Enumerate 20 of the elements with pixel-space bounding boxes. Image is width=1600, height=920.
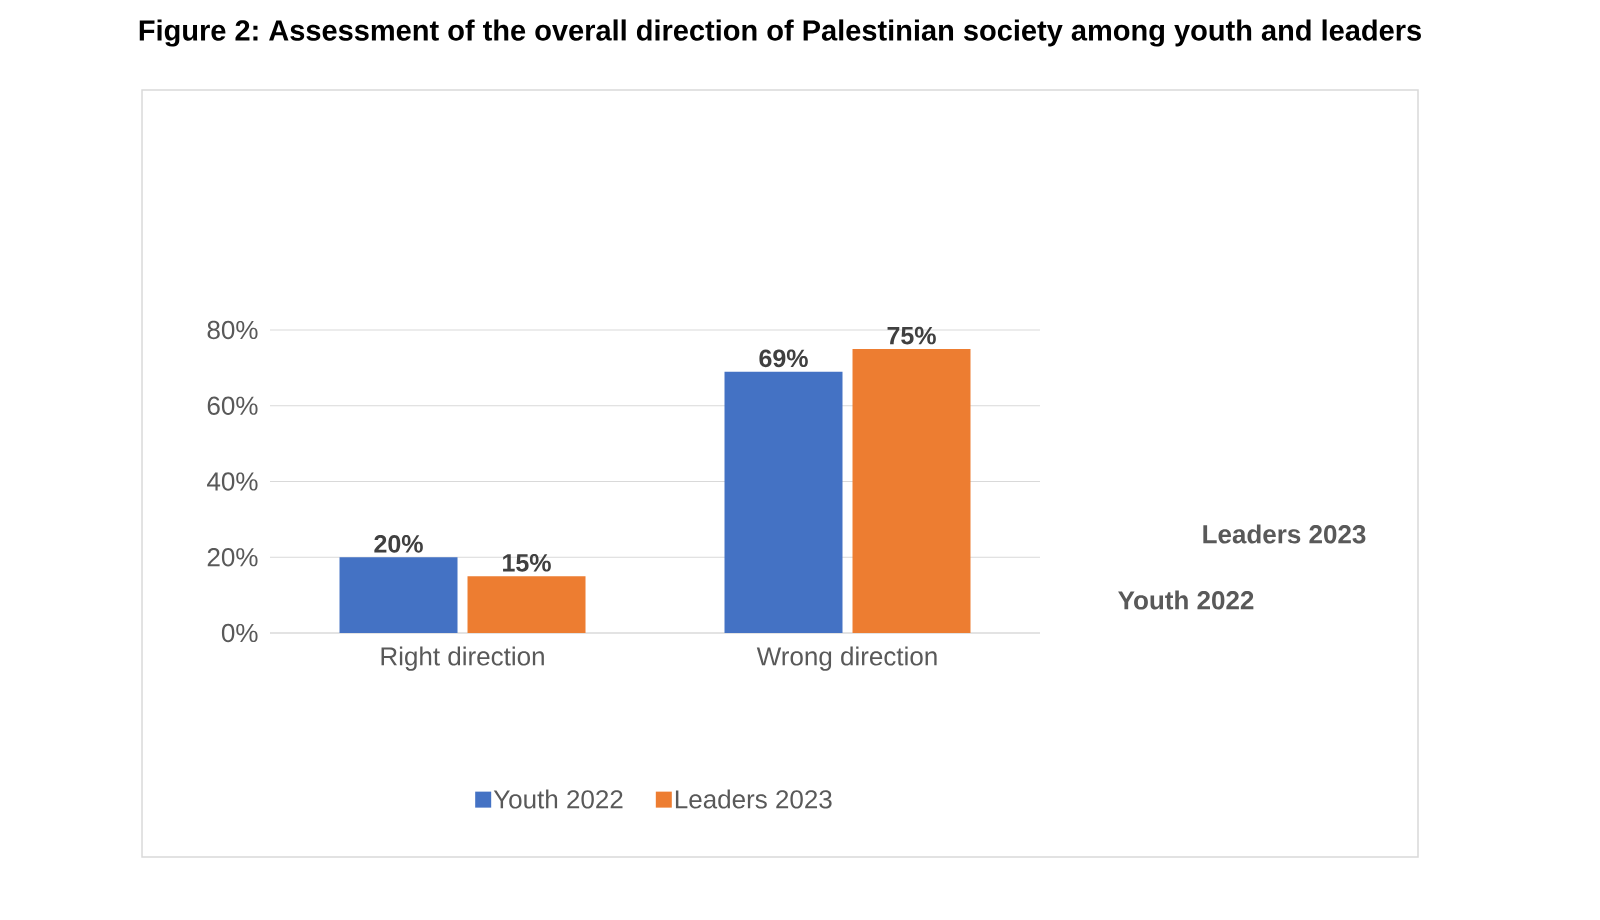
text: Leaders 2023: [1203, 524, 1366, 544]
y-tick-label: 80%: [207, 320, 258, 340]
y-tick-label: 0%: [221, 623, 258, 643]
x-tick-label: Wrong direction: [756, 646, 937, 671]
bar: [852, 348, 971, 633]
data-label: 69%: [759, 349, 808, 368]
text: Youth 2022: [1118, 590, 1254, 610]
bar: [724, 371, 843, 633]
bar: [339, 557, 458, 633]
bar: [467, 576, 586, 633]
data-label: 75%: [887, 326, 936, 345]
data-label: 15%: [503, 554, 551, 572]
y-tick-label: 60%: [207, 396, 258, 415]
legend-label: Youth 2022: [493, 789, 623, 809]
y-tick-label: 40%: [207, 472, 258, 491]
x-tick-label: Right direction: [381, 646, 544, 671]
chart-title: Figure 2: Assessment of the overall direction of Palestinian society among youth and leaders: [139, 19, 1421, 47]
legend-label: Leaders 2023: [675, 789, 832, 809]
y-tick-label: 20%: [207, 548, 258, 567]
data-label: 20%: [374, 535, 423, 553]
